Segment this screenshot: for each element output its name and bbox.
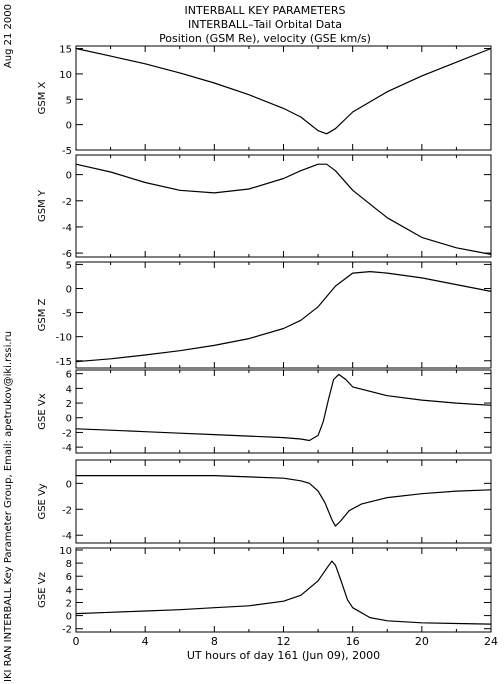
title-line-1: INTERBALL KEY PARAMETERS (185, 4, 346, 17)
y-tick-label: 0 (66, 285, 72, 296)
panel-gse-vz: -2 0 2 4 6 8 10 GSE Vz (37, 546, 492, 636)
panel-frame (75, 261, 492, 369)
y-tick-label: 0 (66, 121, 72, 132)
panel-gse-vx: -4 -2 0 2 4 6 GSE Vx (37, 369, 492, 454)
y-tick-label: -2 (62, 428, 72, 439)
panel-y-label: GSE Vx (37, 393, 48, 429)
series-line (75, 47, 492, 135)
series-line (75, 271, 492, 363)
y-tick-label: 0 (66, 414, 72, 425)
y-tick-label: -2 (62, 625, 72, 636)
y-tick-label: 15 (59, 45, 72, 56)
panel-frame (75, 547, 492, 633)
panel-gsm-z: -15 -10 -5 0 5 GSM Z (37, 260, 492, 369)
y-tick-label: 4 (66, 384, 72, 395)
panel-y-label: GSM Z (37, 298, 48, 331)
panel-frame (75, 459, 492, 544)
y-tick-label: -10 (56, 333, 72, 344)
y-tick-label: -2 (62, 505, 72, 516)
date-stamp: Aug 21 2000 (3, 4, 14, 68)
y-tick-label: 0 (66, 479, 72, 490)
panel-frame (75, 45, 492, 151)
y-tick-label: 6 (66, 572, 72, 583)
series-line (75, 373, 492, 442)
y-tick-label: 5 (66, 95, 72, 106)
panel-gsm-y: -6 -4 -2 0 GSM Y (37, 154, 492, 260)
y-tick-label: -5 (62, 309, 72, 320)
panel-y-label: GSE Vz (37, 572, 48, 608)
panel-frame (75, 154, 492, 258)
x-tick-label: 24 (484, 635, 498, 648)
y-tick-label: -4 (62, 223, 72, 234)
title-line-3: Position (GSM Re), velocity (GSE km/s) (159, 32, 371, 45)
y-tick-label: -4 (62, 443, 72, 454)
y-tick-label: 6 (66, 370, 72, 381)
title-line-2: INTERBALL–Tail Orbital Data (188, 18, 342, 31)
y-tick-label: -6 (62, 249, 72, 260)
panels: -5 0 5 10 15 GSM X -6 -4 -2 0 GSM Y -15 -10 -5 0 5 GSM Z… (37, 45, 492, 636)
panel-gse-vy: -4 -2 0 GSE Vy (37, 459, 492, 544)
y-tick-label: -15 (56, 357, 72, 368)
y-tick-label: 2 (66, 598, 72, 609)
x-tick-label: 0 (73, 635, 80, 648)
panel-gsm-x: -5 0 5 10 15 GSM X (37, 45, 492, 157)
credit-line: IKI RAN INTERBALL Key Parameter Group, E… (3, 331, 14, 682)
y-tick-label: 0 (66, 171, 72, 182)
y-tick-label: -4 (62, 531, 72, 542)
y-tick-label: -2 (62, 197, 72, 208)
x-axis-label: UT hours of day 161 (Jun 09), 2000 (187, 649, 380, 662)
panel-frame (75, 369, 492, 454)
x-tick-label: 12 (277, 635, 291, 648)
series-line (76, 475, 492, 527)
x-tick-label: 20 (415, 635, 429, 648)
y-tick-label: 10 (59, 546, 72, 557)
x-tick-label: 4 (142, 635, 149, 648)
y-tick-label: -5 (62, 146, 72, 157)
y-tick-label: 5 (66, 260, 72, 271)
y-tick-label: 4 (66, 585, 72, 596)
y-tick-label: 8 (66, 559, 72, 570)
series-line (75, 560, 492, 625)
series-line (75, 163, 492, 255)
x-tick-label: 8 (211, 635, 218, 648)
y-tick-label: 0 (66, 612, 72, 623)
x-tick-label: 16 (346, 635, 360, 648)
y-tick-label: 10 (59, 70, 72, 81)
panel-y-label: GSM Y (37, 189, 48, 222)
y-tick-label: 2 (66, 399, 72, 410)
x-axis: 0 4 8 12 16 20 24 UT hours of day 161 (Jun 09),… (73, 635, 499, 662)
panel-y-label: GSM X (37, 81, 48, 114)
panel-y-label: GSE Vy (37, 483, 48, 519)
